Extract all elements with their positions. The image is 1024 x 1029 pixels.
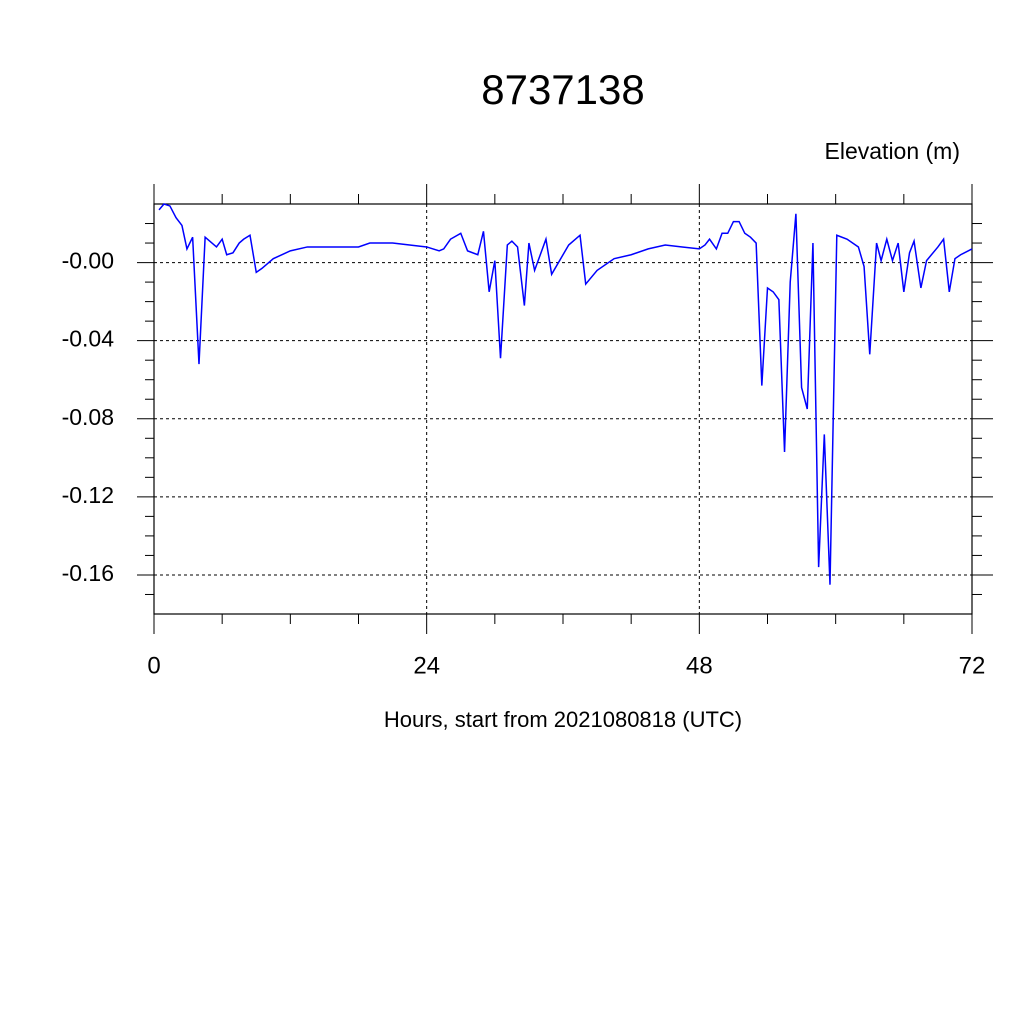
x-tick-label: 48 [686,652,713,679]
x-tick-label: 0 [147,652,160,679]
y-tick-label: -0.04 [62,326,115,352]
y-axis-label: Elevation (m) [825,138,960,164]
y-tick-label: -0.00 [62,248,114,274]
x-tick-label: 24 [413,652,440,679]
x-tick-label: 72 [959,652,986,679]
y-tick-label: -0.16 [62,560,114,586]
y-tick-label: -0.08 [62,404,114,430]
chart-title: 8737138 [481,66,645,113]
y-tick-label: -0.12 [62,482,114,508]
x-axis-label: Hours, start from 2021080818 (UTC) [384,707,742,732]
data-line [158,203,973,585]
plot-frame [153,203,973,615]
